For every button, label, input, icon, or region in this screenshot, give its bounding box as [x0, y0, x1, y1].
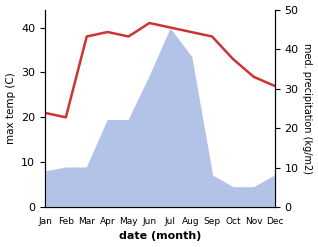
Y-axis label: max temp (C): max temp (C): [5, 72, 16, 144]
X-axis label: date (month): date (month): [119, 231, 201, 242]
Y-axis label: med. precipitation (kg/m2): med. precipitation (kg/m2): [302, 43, 313, 174]
